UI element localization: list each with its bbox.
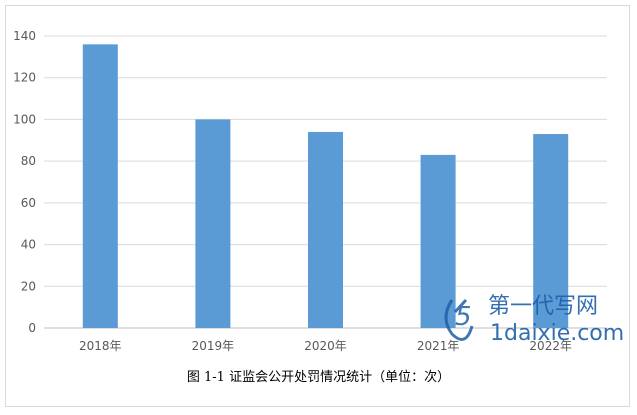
y-tick-label: 60: [21, 196, 36, 210]
x-tick-label: 2022年: [529, 339, 572, 353]
x-axis-ticks: 2018年 2019年 2020年 2021年 2022年: [79, 339, 572, 353]
x-tick-label: 2019年: [192, 339, 235, 353]
y-tick-label: 140: [13, 29, 36, 43]
watermark-text-cn: 第一代写网: [488, 294, 598, 319]
x-tick-label: 2018年: [79, 339, 122, 353]
watermark-logo: 5: [444, 298, 474, 341]
y-axis-ticks: 0 20 40 60 80 100 120 140: [13, 29, 36, 335]
bar: [82, 44, 118, 328]
chart-caption: 图 1-1 证监会公开处罚情况统计（单位：次）: [186, 370, 451, 385]
y-tick-label: 100: [13, 112, 36, 126]
bar: [308, 131, 343, 328]
y-tick-label: 40: [21, 238, 36, 252]
y-tick-label: 80: [21, 154, 36, 168]
svg-text:5: 5: [455, 302, 472, 332]
bar: [533, 134, 569, 328]
x-tick-label: 2021年: [417, 339, 460, 353]
y-tick-label: 20: [21, 279, 36, 293]
bars: [82, 44, 569, 328]
bar: [195, 119, 231, 328]
watermark-text-en: 1daixie.com: [490, 321, 624, 346]
y-tick-label: 120: [13, 71, 36, 85]
bar: [420, 154, 456, 328]
y-tick-label: 0: [28, 321, 36, 335]
x-tick-label: 2020年: [304, 339, 347, 353]
